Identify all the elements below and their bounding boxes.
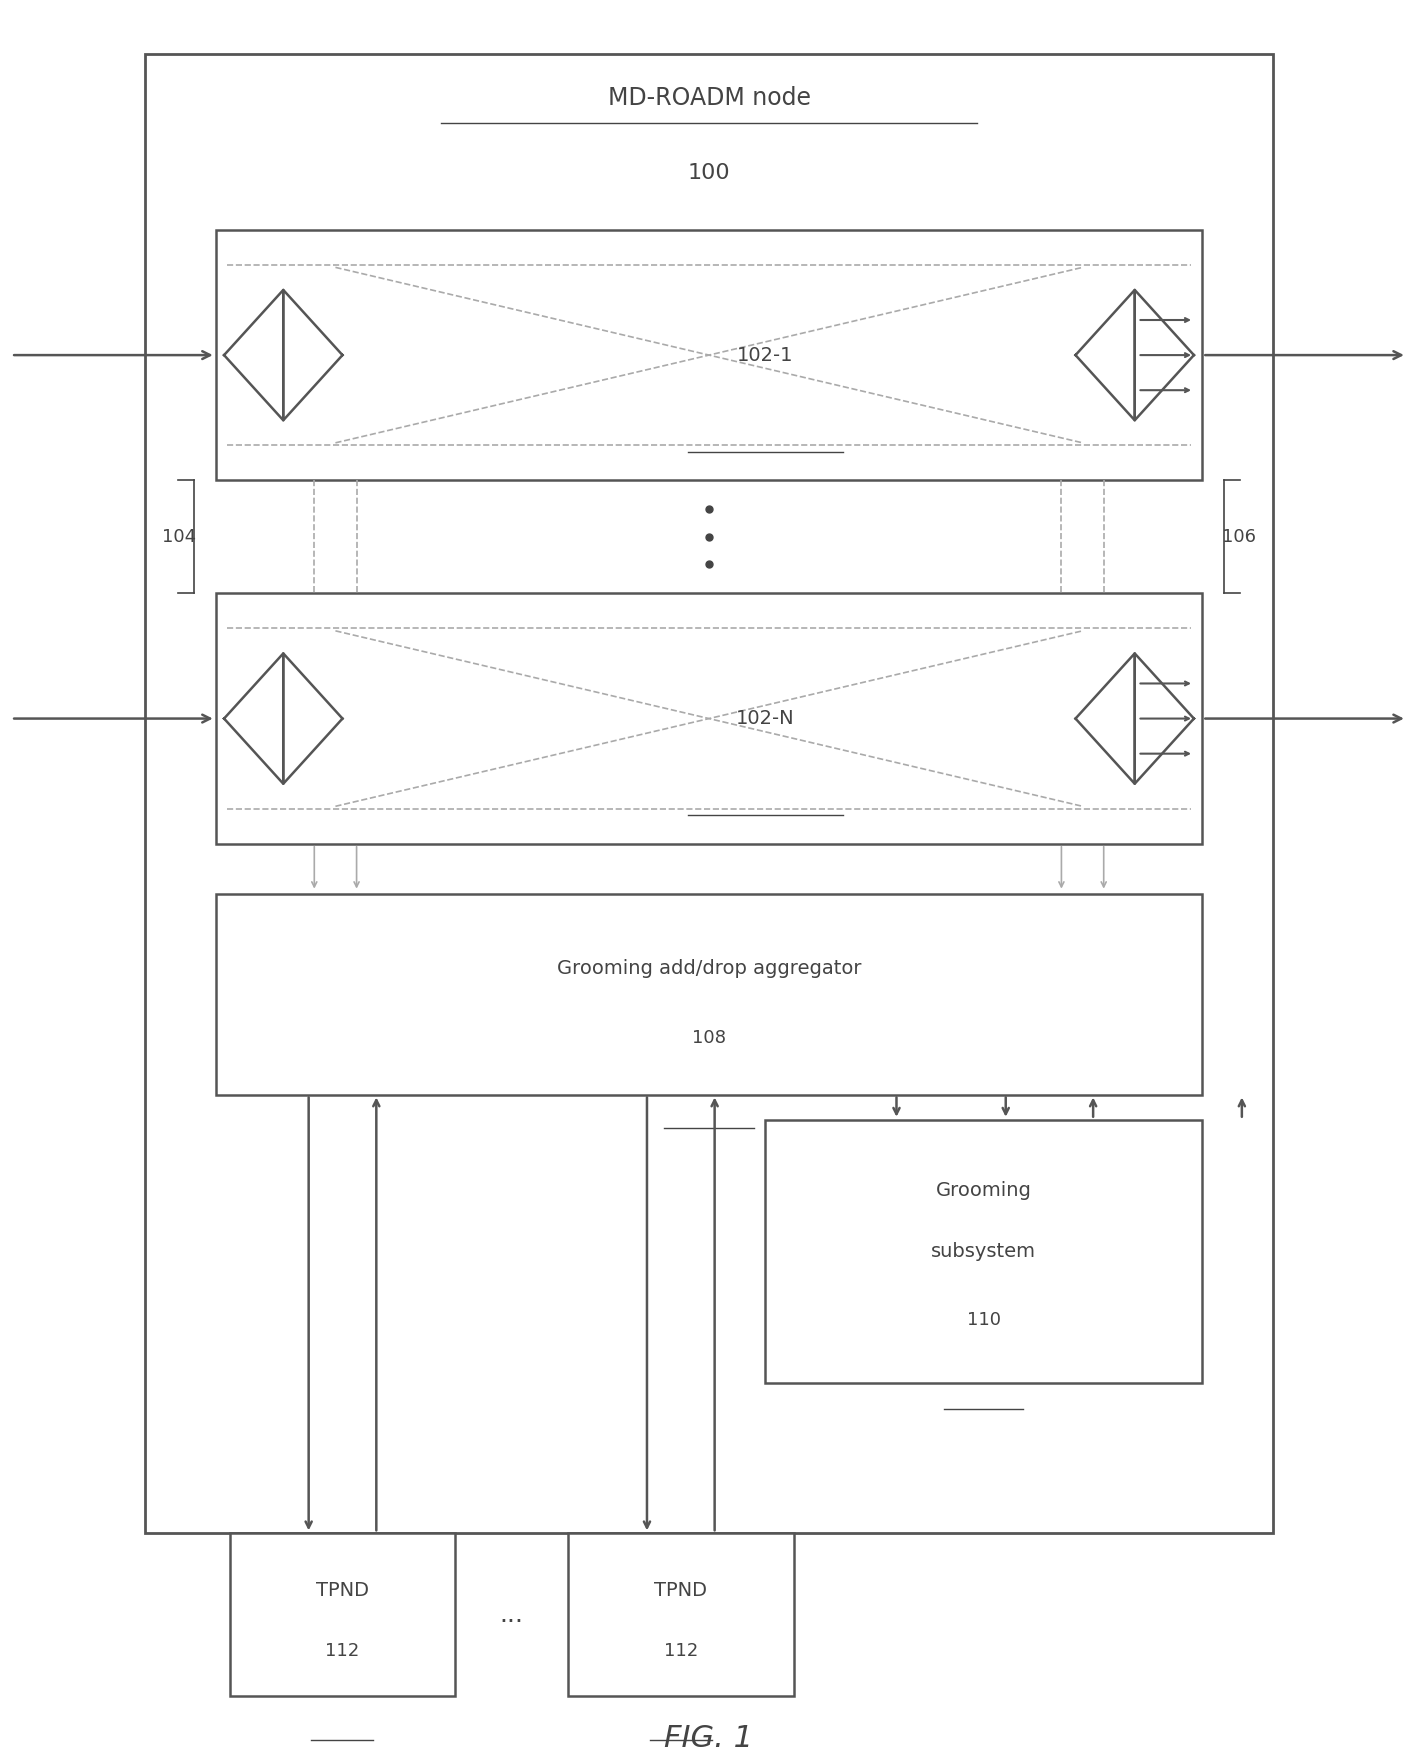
Text: TPND: TPND xyxy=(654,1581,708,1599)
Text: Grooming: Grooming xyxy=(936,1181,1032,1201)
Text: Grooming add/drop aggregator: Grooming add/drop aggregator xyxy=(557,959,861,978)
Bar xyxy=(145,55,1273,1534)
Text: FIG. 1: FIG. 1 xyxy=(665,1724,753,1752)
Text: MD-ROADM node: MD-ROADM node xyxy=(607,86,811,109)
Text: 112: 112 xyxy=(325,1641,360,1659)
Bar xyxy=(230,1534,455,1696)
Text: 108: 108 xyxy=(692,1030,726,1047)
Text: TPND: TPND xyxy=(316,1581,369,1599)
Text: 102-1: 102-1 xyxy=(737,346,794,365)
Text: ...: ... xyxy=(499,1603,523,1627)
Text: 102-N: 102-N xyxy=(736,709,794,728)
Text: 106: 106 xyxy=(1222,527,1256,547)
Bar xyxy=(766,1120,1202,1382)
Text: 100: 100 xyxy=(688,164,730,183)
Text: 112: 112 xyxy=(664,1641,698,1659)
Text: 110: 110 xyxy=(967,1310,1001,1329)
Bar xyxy=(216,229,1202,481)
Bar xyxy=(569,1534,794,1696)
Bar xyxy=(216,592,1202,844)
Bar xyxy=(216,894,1202,1095)
Text: 104: 104 xyxy=(162,527,196,547)
Text: subsystem: subsystem xyxy=(932,1241,1037,1261)
